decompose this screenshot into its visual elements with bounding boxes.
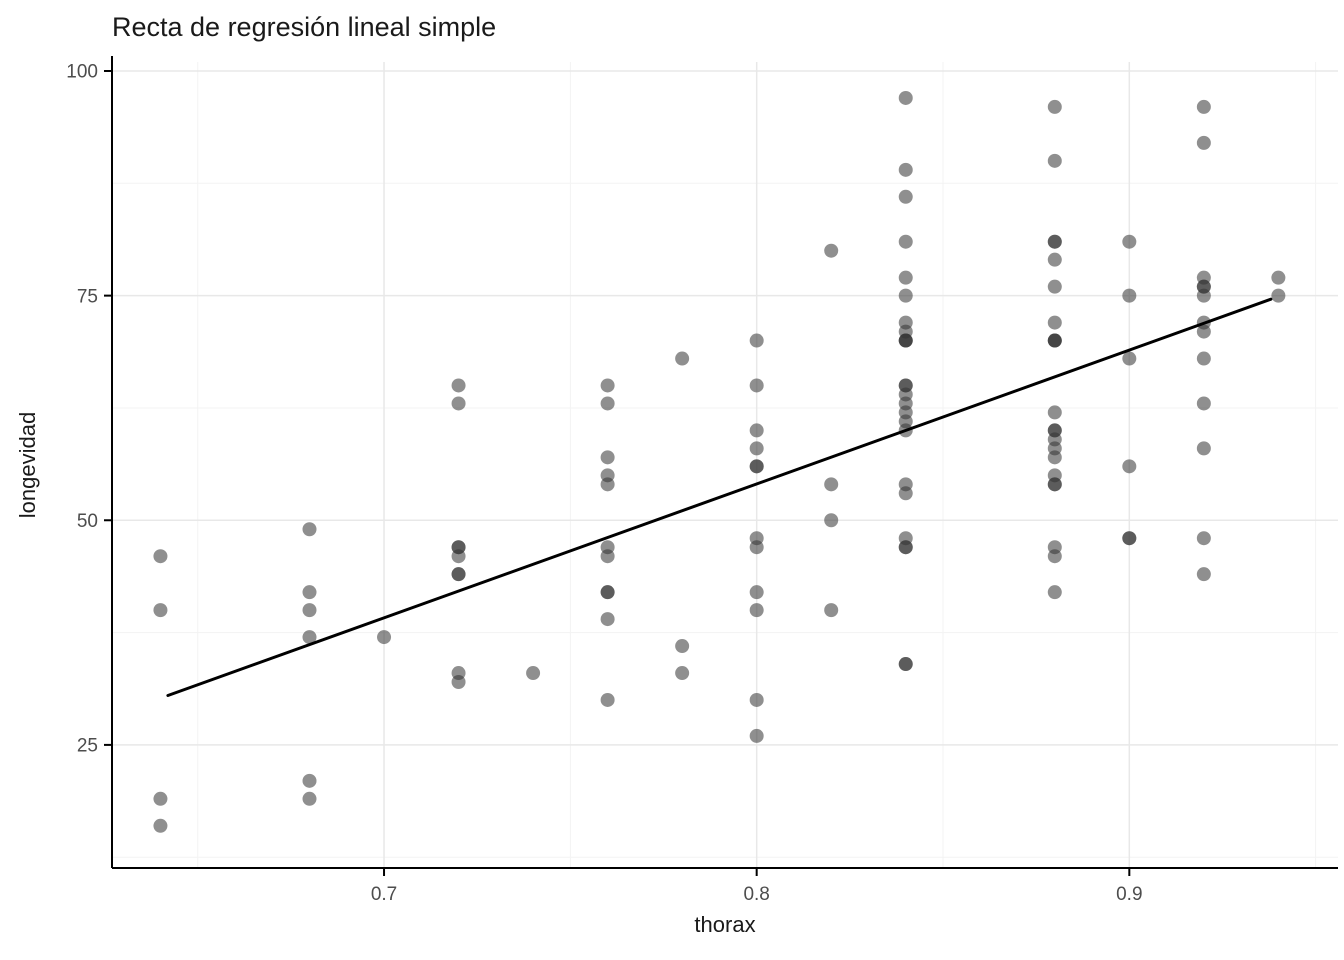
- data-point: [1122, 459, 1137, 474]
- data-point: [749, 603, 764, 618]
- data-point: [600, 540, 615, 555]
- data-point: [898, 162, 913, 177]
- data-point: [675, 351, 690, 366]
- data-point: [675, 639, 690, 654]
- y-tick-label: 50: [77, 511, 98, 532]
- x-axis-label: thorax: [694, 912, 756, 937]
- data-point: [153, 818, 168, 833]
- data-point: [1047, 153, 1062, 168]
- y-axis-label: longevidad: [15, 411, 40, 519]
- y-tick-label: 100: [66, 62, 98, 83]
- data-point: [600, 585, 615, 600]
- data-point: [1196, 351, 1211, 366]
- data-point: [898, 90, 913, 105]
- data-point: [1196, 441, 1211, 456]
- x-tick-label: 0.7: [371, 884, 397, 905]
- data-point: [1196, 396, 1211, 411]
- data-point: [526, 666, 541, 681]
- data-point: [1122, 531, 1137, 546]
- data-point: [1047, 234, 1062, 249]
- data-point: [749, 531, 764, 546]
- data-point: [749, 728, 764, 743]
- data-point: [898, 189, 913, 204]
- data-point: [1196, 270, 1211, 285]
- data-point: [451, 378, 466, 393]
- data-point: [1122, 288, 1137, 303]
- data-point: [1047, 540, 1062, 555]
- data-point: [749, 423, 764, 438]
- data-point: [824, 243, 839, 258]
- data-point: [675, 666, 690, 681]
- data-point: [451, 666, 466, 681]
- x-tick-label: 0.9: [1116, 884, 1142, 905]
- data-point: [1047, 585, 1062, 600]
- data-point: [600, 692, 615, 707]
- data-point: [749, 585, 764, 600]
- data-point: [153, 791, 168, 806]
- data-point: [302, 585, 317, 600]
- data-point: [898, 378, 913, 393]
- data-point: [898, 234, 913, 249]
- data-point: [600, 378, 615, 393]
- data-point: [1047, 279, 1062, 294]
- data-point: [600, 396, 615, 411]
- data-point: [302, 522, 317, 537]
- data-point: [1047, 252, 1062, 267]
- data-point: [1047, 333, 1062, 348]
- data-point: [377, 630, 392, 645]
- data-point: [600, 468, 615, 483]
- y-tick-label: 25: [77, 736, 98, 757]
- data-point: [451, 567, 466, 582]
- data-point: [1196, 135, 1211, 150]
- data-point: [1047, 468, 1062, 483]
- chart-title: Recta de regresión lineal simple: [112, 12, 497, 42]
- data-point: [898, 477, 913, 492]
- data-point: [749, 441, 764, 456]
- data-point: [1196, 531, 1211, 546]
- data-point: [1047, 405, 1062, 420]
- data-point: [898, 288, 913, 303]
- data-point: [1271, 270, 1286, 285]
- data-point: [1196, 567, 1211, 582]
- data-point: [451, 396, 466, 411]
- data-point: [824, 513, 839, 528]
- y-tick-label: 75: [77, 286, 98, 307]
- data-point: [898, 657, 913, 672]
- data-point: [749, 459, 764, 474]
- data-point: [898, 531, 913, 546]
- data-point: [749, 333, 764, 348]
- x-tick-label: 0.8: [743, 884, 769, 905]
- regression-line: [166, 297, 1273, 697]
- data-point: [749, 692, 764, 707]
- data-point: [749, 378, 764, 393]
- data-point: [824, 477, 839, 492]
- data-point: [1196, 99, 1211, 114]
- data-point: [898, 315, 913, 330]
- data-point: [1047, 423, 1062, 438]
- data-point: [1047, 99, 1062, 114]
- data-point: [824, 603, 839, 618]
- data-point: [1122, 351, 1137, 366]
- data-point: [302, 791, 317, 806]
- data-point: [153, 603, 168, 618]
- data-point: [302, 773, 317, 788]
- data-point: [1271, 288, 1286, 303]
- data-point: [302, 603, 317, 618]
- data-point: [153, 549, 168, 564]
- data-point: [600, 612, 615, 627]
- data-point: [898, 270, 913, 285]
- data-point: [302, 630, 317, 645]
- data-point: [451, 540, 466, 555]
- data-point: [1047, 315, 1062, 330]
- data-point: [600, 450, 615, 465]
- data-point: [1122, 234, 1137, 249]
